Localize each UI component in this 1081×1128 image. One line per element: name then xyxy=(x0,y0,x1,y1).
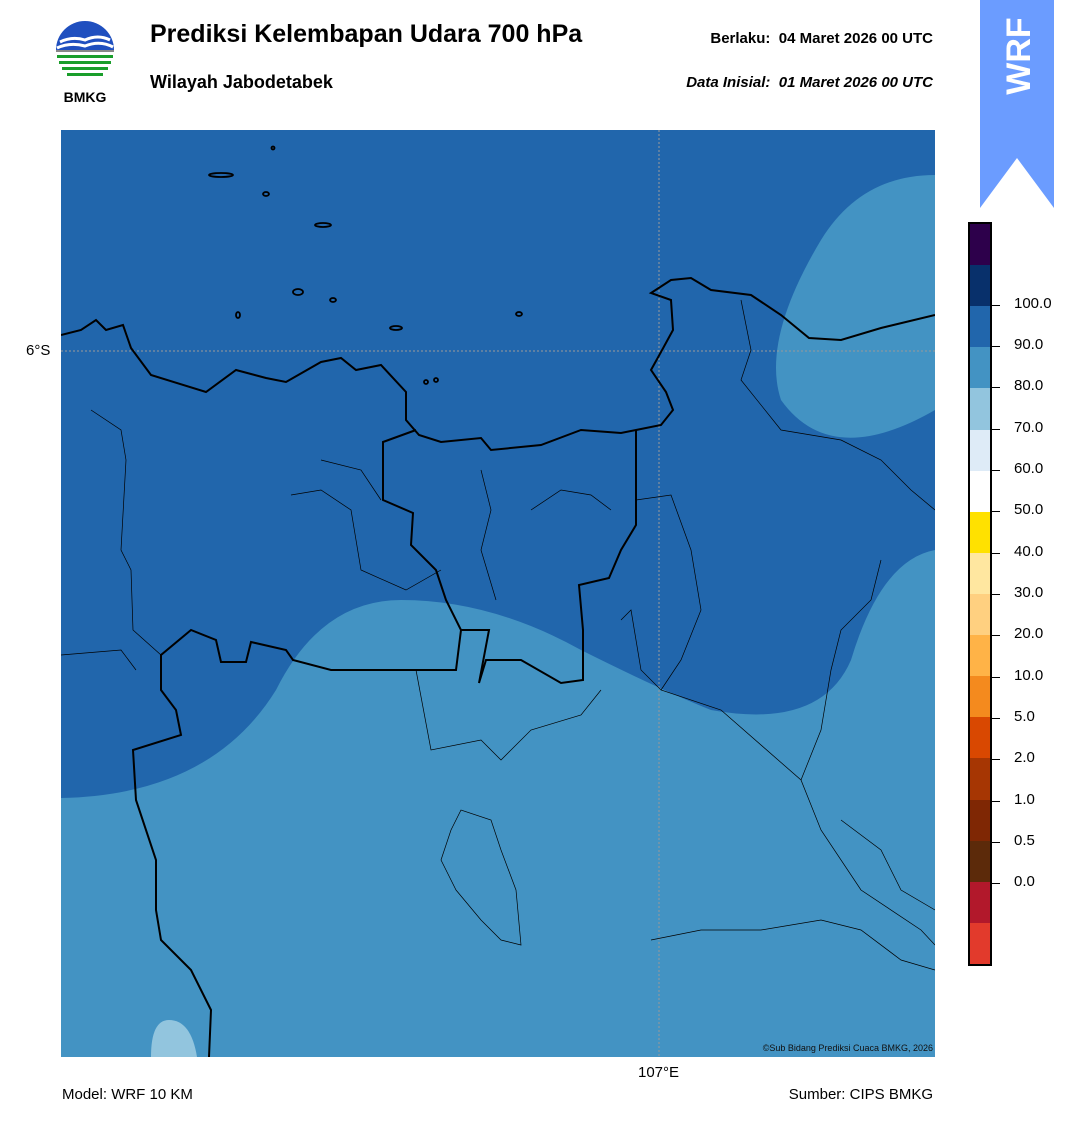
colorbar-segment xyxy=(970,799,990,841)
islands xyxy=(208,145,523,385)
wrf-badge: WRF xyxy=(980,0,1054,208)
colorbar-segment xyxy=(970,388,990,430)
colorbar-tick xyxy=(992,552,1000,554)
latitude-label: 6°S xyxy=(26,342,51,359)
colorbar-segment xyxy=(970,552,990,594)
colorbar-label: 20.0 xyxy=(1014,625,1044,643)
colorbar-segment xyxy=(970,593,990,636)
colorbar-segment xyxy=(970,635,990,677)
colorbar-tick xyxy=(992,842,1000,843)
colorbar-label: 10.0 xyxy=(1014,666,1044,684)
coastline xyxy=(60,276,936,452)
colorbar-segment xyxy=(970,840,990,882)
colorbar-segment xyxy=(970,470,990,512)
colorbar-tick xyxy=(992,635,1000,637)
map-subtitle: Wilayah Jabodetabek xyxy=(150,72,333,92)
colorbar-segment xyxy=(970,511,990,553)
colorbar-label: 0.5 xyxy=(1014,832,1035,849)
colorbar-tick xyxy=(992,800,1000,802)
init-label: Data Inisial: xyxy=(686,74,771,91)
wrf-badge-text: WRF xyxy=(1000,17,1038,94)
colorbar-label: 60.0 xyxy=(1014,460,1044,477)
colorbar-label: 2.0 xyxy=(1014,749,1035,767)
province-boundary-jakarta xyxy=(461,430,637,685)
district-boundaries xyxy=(60,299,936,971)
colorbar-label: 0.0 xyxy=(1014,873,1035,891)
map-credit: ©Sub Bidang Prediksi Cuaca BMKG, 2026 xyxy=(762,1043,933,1053)
bmkg-logo-icon xyxy=(56,21,114,76)
valid-value: 04 Maret 2026 00 UTC xyxy=(778,30,933,47)
colorbar-label: 1.0 xyxy=(1014,790,1035,808)
humidity-band-60-70 xyxy=(151,1020,197,1057)
colorbar-tick xyxy=(992,304,1000,306)
colorbar-tick xyxy=(992,387,1000,389)
province-boundary-west xyxy=(131,429,463,1058)
colorbar-tick xyxy=(992,511,1000,513)
longitude-label: 107°E xyxy=(638,1064,680,1081)
colorbar-segment xyxy=(970,676,990,718)
logo-text: BMKG xyxy=(63,89,107,105)
humidity-map xyxy=(60,130,936,1058)
colorbar-label: 100.0 xyxy=(1014,294,1052,312)
colorbar-label: 40.0 xyxy=(1014,542,1044,560)
colorbar-segment xyxy=(970,347,990,389)
colorbar-label: 5.0 xyxy=(1014,708,1035,725)
colorbar-segment xyxy=(970,717,990,759)
source-info: Sumber: CIPS BMKG xyxy=(788,1086,933,1103)
valid-time: Berlaku: 04 Maret 2026 00 UTC xyxy=(710,30,933,47)
colorbar-tick xyxy=(992,676,1000,678)
colorbar-tick xyxy=(992,883,1000,885)
init-time: Data Inisial: 01 Maret 2026 00 UTC xyxy=(686,74,933,91)
colorbar-label: 80.0 xyxy=(1014,377,1044,395)
map-title: Prediksi Kelembapan Udara 700 hPa xyxy=(150,20,583,48)
colorbar xyxy=(968,222,992,966)
colorbar-segment xyxy=(970,306,990,348)
colorbar-label: 30.0 xyxy=(1014,584,1044,601)
colorbar-label: 90.0 xyxy=(1014,336,1044,353)
init-value: 01 Maret 2026 00 UTC xyxy=(778,74,933,91)
colorbar-segment xyxy=(970,758,990,800)
valid-label: Berlaku: xyxy=(710,30,771,47)
colorbar-segment xyxy=(970,922,990,964)
colorbar-tick xyxy=(992,718,1000,719)
colorbar-tick xyxy=(992,594,1000,595)
colorbar-segment xyxy=(970,224,990,266)
map-canvas xyxy=(60,130,936,1058)
colorbar-tick xyxy=(992,470,1000,471)
colorbar-tick xyxy=(992,428,1000,430)
bmkg-logo: BMKG xyxy=(52,20,118,105)
colorbar-segment xyxy=(970,881,990,923)
wrf-badge-shape: WRF xyxy=(980,0,1054,208)
colorbar-label: 70.0 xyxy=(1014,418,1044,436)
humidity-band-70-80-ne xyxy=(776,175,935,438)
colorbar-tick xyxy=(992,759,1000,761)
colorbar-segment xyxy=(970,429,990,471)
colorbar-tick xyxy=(992,346,1000,347)
model-info: Model: WRF 10 KM xyxy=(62,1086,193,1103)
colorbar-label: 50.0 xyxy=(1014,501,1044,519)
colorbar-segment xyxy=(970,265,990,307)
